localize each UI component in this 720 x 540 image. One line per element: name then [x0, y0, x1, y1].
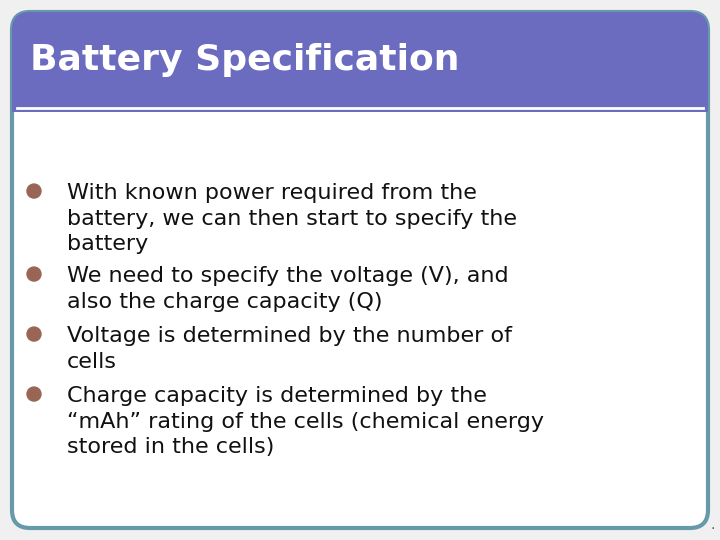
- Text: Charge capacity is determined by the
“mAh” rating of the cells (chemical energy
: Charge capacity is determined by the “mA…: [67, 386, 544, 457]
- FancyBboxPatch shape: [12, 12, 708, 528]
- Circle shape: [27, 267, 41, 281]
- Circle shape: [27, 327, 41, 341]
- Text: Battery Specification: Battery Specification: [30, 43, 459, 77]
- Text: We need to specify the voltage (V), and
also the charge capacity (Q): We need to specify the voltage (V), and …: [67, 266, 508, 312]
- Text: Voltage is determined by the number of
cells: Voltage is determined by the number of c…: [67, 326, 512, 372]
- FancyBboxPatch shape: [12, 12, 708, 112]
- Circle shape: [27, 387, 41, 401]
- Bar: [12, 94, 708, 112]
- Circle shape: [27, 184, 41, 198]
- Text: .: .: [711, 518, 715, 532]
- Text: With known power required from the
battery, we can then start to specify the
bat: With known power required from the batte…: [67, 183, 517, 254]
